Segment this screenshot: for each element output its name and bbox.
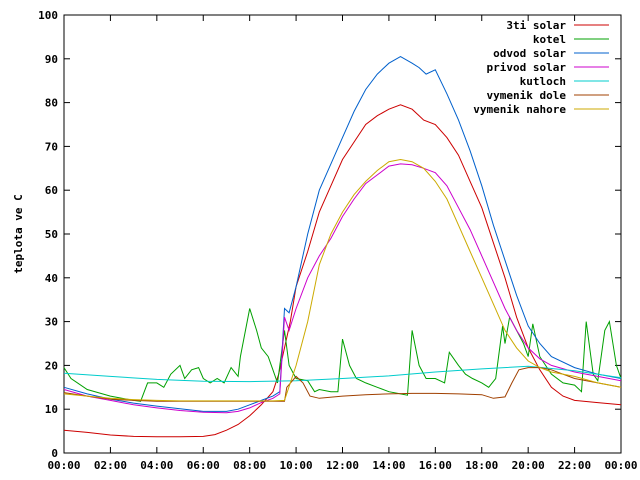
y-tick-label: 0 — [51, 447, 58, 460]
y-tick-label: 60 — [45, 184, 58, 197]
legend-label: kotel — [533, 33, 566, 46]
x-tick-label: 06:00 — [187, 459, 220, 472]
y-tick-label: 10 — [45, 403, 58, 416]
y-tick-label: 70 — [45, 140, 58, 153]
x-tick-label: 10:00 — [280, 459, 313, 472]
series-line-vymenik-nahore — [63, 158, 622, 402]
y-axis-title: teplota ve C — [12, 194, 25, 273]
x-tick-label: 04:00 — [140, 459, 173, 472]
series-lines — [63, 56, 622, 438]
legend-label: 3ti solar — [506, 19, 566, 32]
x-tick-label: 22:00 — [558, 459, 591, 472]
x-axis: 00:00 02:00 04:00 06:00 08:00 10:00 12:00 14:00… — [47, 15, 638, 472]
legend-label: kutloch — [520, 75, 566, 88]
legend-label: odvod solar — [493, 47, 566, 60]
x-tick-label: 14:00 — [372, 459, 405, 472]
legend-label: privod solar — [487, 61, 567, 74]
series-line-privod-solar — [63, 163, 622, 414]
y-tick-label: 100 — [38, 9, 58, 22]
x-tick-label: 00:00 — [604, 459, 637, 472]
y-tick-label: 40 — [45, 272, 58, 285]
x-tick-label: 16:00 — [419, 459, 452, 472]
series-line-kutloch — [63, 365, 622, 383]
y-axis: 0 10 20 30 40 50 60 70 80 90 100 — [38, 9, 621, 460]
y-tick-label: 80 — [45, 97, 58, 110]
x-tick-label: 20:00 — [512, 459, 545, 472]
legend-label: vymenik nahore — [473, 103, 566, 116]
x-tick-label: 02:00 — [94, 459, 127, 472]
x-tick-label: 12:00 — [326, 459, 359, 472]
series-line-odvod-solar — [63, 56, 622, 412]
series-line-kotel — [63, 308, 622, 402]
x-tick-label: 08:00 — [233, 459, 266, 472]
x-tick-label: 18:00 — [465, 459, 498, 472]
y-tick-label: 20 — [45, 359, 58, 372]
series-line-3ti-solar — [63, 104, 622, 438]
legend-label: vymenik dole — [487, 89, 567, 102]
y-tick-label: 50 — [45, 228, 58, 241]
x-tick-label: 00:00 — [47, 459, 80, 472]
y-tick-label: 30 — [45, 316, 58, 329]
series-line-vymenik-dole — [63, 367, 622, 402]
y-tick-label: 90 — [45, 53, 58, 66]
